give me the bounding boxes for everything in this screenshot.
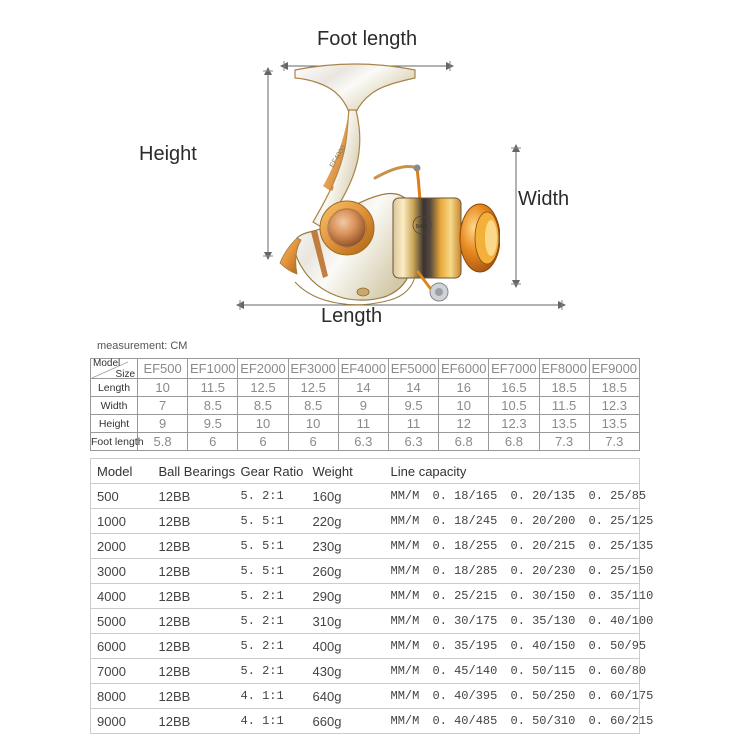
svg-text:BALL: BALL xyxy=(416,224,428,230)
